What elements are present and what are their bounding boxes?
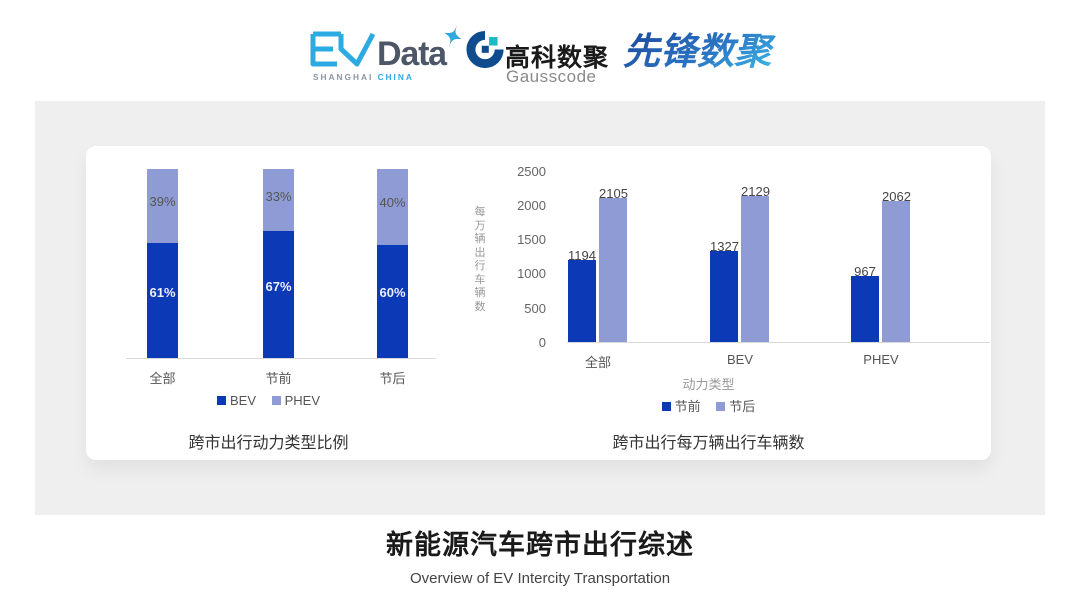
svg-text:Data: Data: [377, 35, 448, 73]
svg-text:Gausscode: Gausscode: [506, 67, 597, 86]
svg-text:先锋数聚: 先锋数聚: [623, 31, 776, 72]
svg-text:SHANGHAI CHINA: SHANGHAI CHINA: [313, 72, 414, 82]
